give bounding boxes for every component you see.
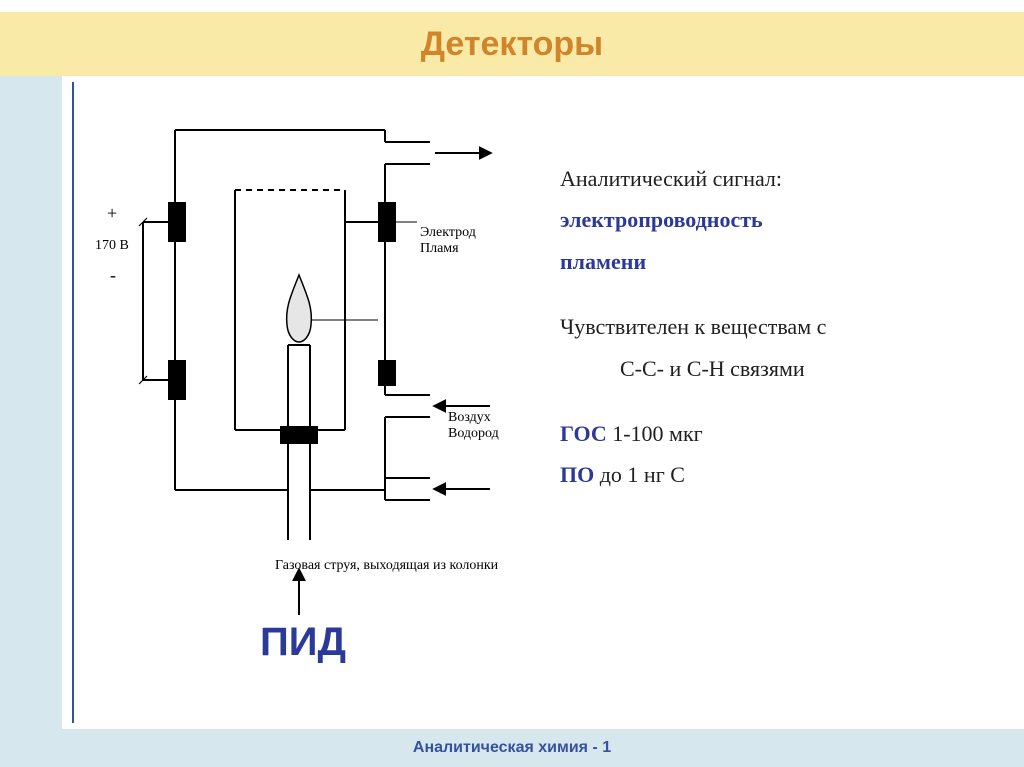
bonds-text: С-С- и С-Н связями — [560, 350, 1000, 387]
description: Аналитический сигнал: электропроводность… — [560, 160, 1000, 498]
footer-text: Аналитическая химия - 1 — [413, 739, 611, 757]
electrode-annotation: Электрод Пламя — [420, 225, 476, 257]
po-line: ПО до 1 нг С — [560, 456, 1000, 493]
footer-bar: Аналитическая химия - 1 — [0, 729, 1024, 767]
signal-value-2: пламени — [560, 243, 1000, 280]
slide-title: Детекторы — [421, 25, 603, 64]
fid-diagram: + 170 В - Электрод Пламя Воздух Водород … — [95, 110, 525, 630]
gos-label: ГОС — [560, 421, 607, 446]
side-rule — [72, 82, 74, 723]
pid-label: ПИД — [260, 620, 346, 665]
gos-line: ГОС 1-100 мкг — [560, 415, 1000, 452]
fid-schematic-svg — [95, 110, 525, 630]
title-bar: Детекторы — [0, 12, 1024, 76]
polarity-minus-icon: - — [110, 265, 116, 286]
jet-annotation: Газовая струя, выходящая из колонки — [275, 558, 498, 574]
air-line1: Воздух — [448, 410, 491, 425]
left-strip — [0, 76, 62, 767]
polarity-plus-icon: + — [107, 203, 117, 224]
electrode-line2: Пламя — [420, 241, 459, 256]
voltage-label: 170 В — [95, 238, 129, 254]
electrode-line1: Электрод — [420, 225, 476, 240]
signal-label: Аналитический сигнал: — [560, 160, 1000, 197]
po-val: до 1 нг С — [594, 462, 685, 487]
gos-val: 1-100 мкг — [607, 421, 703, 446]
po-label: ПО — [560, 462, 594, 487]
air-line2: Водород — [448, 426, 499, 441]
sensitive-text: Чувствителен к веществам с — [560, 308, 1000, 345]
signal-value-1: электропроводность — [560, 201, 1000, 238]
air-hydrogen-annotation: Воздух Водород — [448, 410, 499, 442]
